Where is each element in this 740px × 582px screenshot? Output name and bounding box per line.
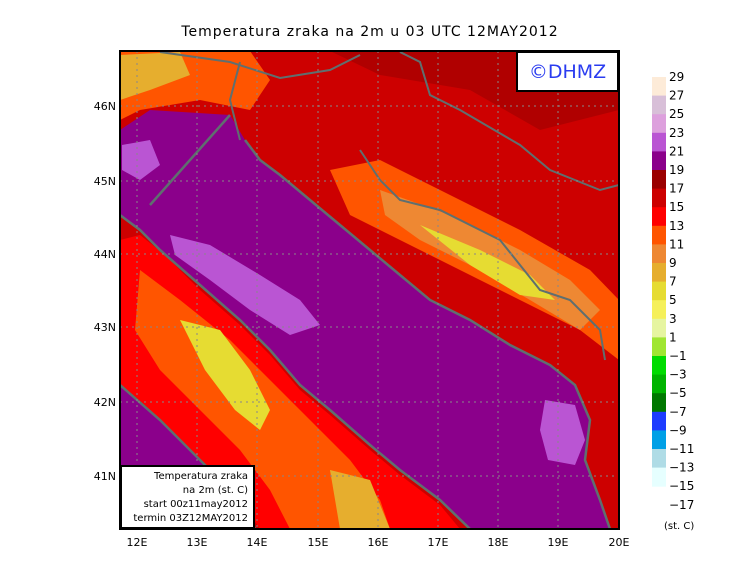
legend-label: 11	[669, 237, 684, 251]
eastern-coastline	[149, 114, 612, 529]
map-frame	[119, 50, 620, 530]
legend-swatch	[652, 114, 666, 134]
lat-tick: 45N	[94, 175, 116, 188]
info-line: termin 03Z12MAY2012	[133, 513, 248, 524]
lat-tick: 44N	[94, 248, 116, 261]
adriatic-sea	[120, 110, 610, 529]
legend-label: 25	[669, 107, 684, 121]
legend-label: −15	[669, 479, 694, 493]
info-line: Temperatura zraka	[154, 471, 248, 482]
legend-swatch	[652, 356, 666, 376]
legend-swatch	[652, 151, 666, 171]
south-italy-cold	[330, 470, 390, 529]
legend-label: 9	[669, 256, 677, 270]
warm-sea-patch	[170, 235, 320, 335]
warm-istria-patch	[122, 140, 160, 180]
legend-label: −13	[669, 461, 694, 475]
lon-tick: 15E	[308, 536, 329, 549]
legend-swatch	[652, 318, 666, 338]
legend-swatch	[652, 300, 666, 320]
legend-label: 27	[669, 89, 684, 103]
temperature-field	[120, 51, 619, 529]
italian-coastline	[120, 214, 471, 529]
legend-swatch	[652, 393, 666, 413]
legend-swatch	[652, 207, 666, 227]
lat-tick: 46N	[94, 100, 116, 113]
lat-tick: 43N	[94, 321, 116, 334]
legend-swatch	[652, 77, 666, 97]
legend-label: 17	[669, 182, 684, 196]
lon-tick: 20E	[609, 536, 630, 549]
legend-label: 19	[669, 163, 684, 177]
legend-label: 3	[669, 312, 677, 326]
legend-label: −11	[669, 442, 694, 456]
legend-label: 29	[669, 70, 684, 84]
lat-tick: 41N	[94, 470, 116, 483]
legend-swatch	[652, 95, 666, 115]
legend-label: 23	[669, 126, 684, 140]
legend-label: 21	[669, 144, 684, 158]
legend-swatch	[652, 170, 666, 190]
legend-swatch	[652, 132, 666, 152]
italy-land	[120, 235, 460, 529]
legend-swatch	[652, 449, 666, 469]
lon-tick: 18E	[488, 536, 509, 549]
legend-label: −3	[669, 368, 687, 382]
legend-unit: (st. C)	[664, 521, 694, 532]
lon-tick: 13E	[187, 536, 208, 549]
country-borders	[159, 51, 619, 361]
map-title: Temperatura zraka na 2m u 03 UTC 12MAY20…	[181, 24, 559, 40]
legend-label: −9	[669, 423, 687, 437]
dhmz-logo: ©DHMZ	[516, 51, 619, 92]
info-line: start 00z11may2012	[143, 499, 248, 510]
legend-label: −1	[669, 349, 687, 363]
lon-tick: 19E	[548, 536, 569, 549]
lon-tick: 12E	[127, 536, 148, 549]
lon-axis: 12E 13E 14E 15E 16E 17E 18E 19E 20E	[127, 536, 630, 549]
lat-tick: 42N	[94, 396, 116, 409]
legend-swatch	[652, 188, 666, 208]
graticule	[120, 51, 619, 529]
legend-label: −5	[669, 386, 687, 400]
info-box: Temperatura zraka na 2m (st. C) start 00…	[120, 465, 255, 529]
legend-label: 15	[669, 200, 684, 214]
legend-swatch	[652, 430, 666, 450]
legend-swatch	[652, 337, 666, 357]
legend-label: 7	[669, 275, 677, 289]
legend-label: 1	[669, 330, 677, 344]
legend-label: −17	[669, 498, 694, 512]
legend-swatch	[652, 225, 666, 245]
dinaric-cold-core	[420, 225, 555, 300]
legend-swatch	[652, 263, 666, 283]
info-line: na 2m (st. C)	[182, 485, 248, 496]
legend-swatch	[652, 244, 666, 264]
legend-swatch	[652, 374, 666, 394]
legend-label: 13	[669, 219, 684, 233]
lon-tick: 16E	[368, 536, 389, 549]
warm-south-adriatic-patch	[540, 400, 585, 465]
lat-axis: 46N 45N 44N 43N 42N 41N	[94, 100, 116, 483]
legend-swatch	[652, 411, 666, 431]
legend-swatch	[652, 467, 666, 487]
lon-tick: 14E	[247, 536, 268, 549]
legend-label: −7	[669, 405, 687, 419]
lon-tick: 17E	[428, 536, 449, 549]
legend-label: 5	[669, 293, 677, 307]
color-legend: 29 27 25 23 21 19 17 15 13 11 9 7 5 3 1 −1 −3 −5 −7 −9 −11 −1…	[652, 70, 694, 532]
legend-swatch	[652, 281, 666, 301]
